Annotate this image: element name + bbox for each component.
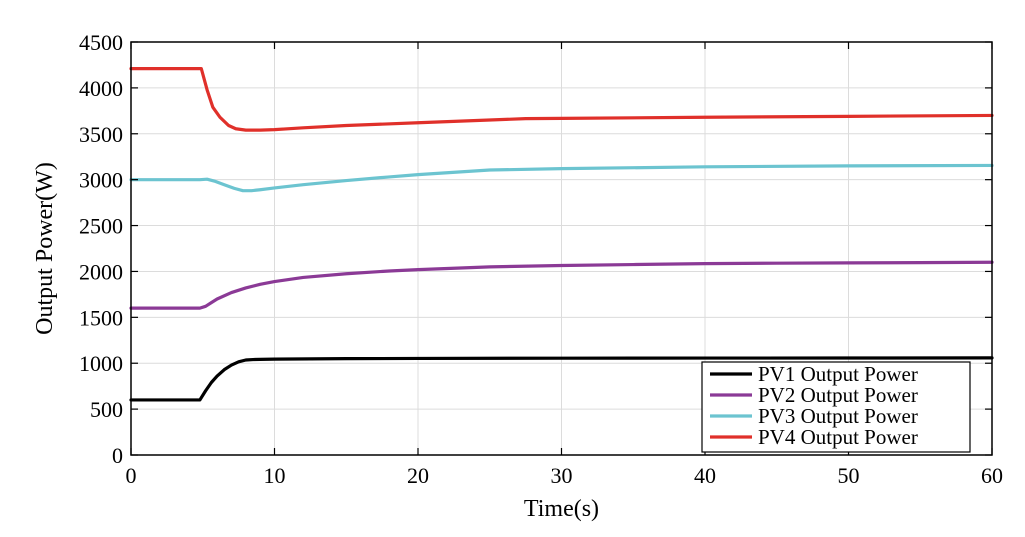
series-lines [129, 67, 994, 402]
series-line-pv1 [129, 356, 994, 402]
y-axis-title: Output Power(W) [32, 162, 58, 335]
x-axis-title: Time(s) [524, 496, 599, 522]
y-tick-label: 1000 [79, 351, 123, 376]
x-tick-label: 10 [264, 463, 286, 488]
series-line-pv3 [129, 163, 994, 193]
legend-label-pv1: PV1 Output Power [758, 362, 918, 386]
y-tick-label: 3500 [79, 122, 123, 147]
y-tick-label: 500 [90, 397, 123, 422]
legend-label-pv4: PV4 Output Power [758, 425, 918, 449]
x-tick-label: 40 [694, 463, 716, 488]
series-line-pv2 [129, 260, 994, 310]
series-line-pv4 [129, 67, 994, 132]
y-tick-label: 0 [112, 443, 123, 468]
y-tick-label: 2000 [79, 259, 123, 284]
x-tick-label: 0 [126, 463, 137, 488]
y-tick-label: 4000 [79, 76, 123, 101]
x-tick-labels: 0 10 20 30 40 50 60 [126, 463, 1004, 488]
x-tick-label: 30 [551, 463, 573, 488]
x-tick-label: 60 [981, 463, 1003, 488]
y-tick-label: 4500 [79, 30, 123, 55]
x-tick-label: 20 [407, 463, 429, 488]
grid [131, 42, 992, 455]
y-tick-label: 2500 [79, 214, 123, 239]
y-tick-label: 1500 [79, 305, 123, 330]
y-tick-labels: 0 500 1000 1500 2000 2500 3000 3500 4000 4500 [79, 30, 123, 468]
y-tick-label: 3000 [79, 168, 123, 193]
legend-label-pv2: PV2 Output Power [758, 383, 918, 407]
x-tick-label: 50 [838, 463, 860, 488]
legend-label-pv3: PV3 Output Power [758, 404, 918, 428]
